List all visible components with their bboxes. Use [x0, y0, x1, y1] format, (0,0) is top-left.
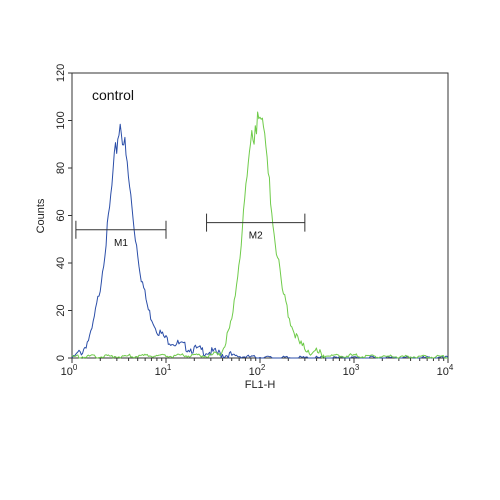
- y-tick-label: 80: [55, 162, 67, 174]
- x-tick-label: 104: [437, 363, 454, 378]
- x-tick-label: 103: [343, 363, 360, 378]
- x-tick-label: 102: [249, 363, 266, 378]
- y-tick-label: 40: [55, 257, 67, 269]
- gate-m2-label: M2: [249, 231, 263, 242]
- series-line-1: [71, 123, 449, 359]
- y-tick-label: 20: [55, 304, 67, 316]
- y-tick-label: 120: [55, 64, 67, 82]
- x-axis-title: FL1-H: [245, 379, 276, 391]
- y-tick-label: 0: [55, 355, 67, 361]
- plot-area: 0 20 40 60 80 100 120 100 101 102 103 104 M1 M2: [55, 64, 454, 378]
- gate-m1-label: M1: [114, 238, 128, 249]
- x-tick-label: 101: [155, 363, 172, 378]
- y-axis-title: Counts: [35, 198, 47, 233]
- y-tick-label: 100: [55, 111, 67, 129]
- y-tick-label: 60: [55, 209, 67, 221]
- control-annotation: control: [92, 87, 134, 103]
- series-line-2: [71, 111, 448, 359]
- x-tick-label: 100: [61, 363, 78, 378]
